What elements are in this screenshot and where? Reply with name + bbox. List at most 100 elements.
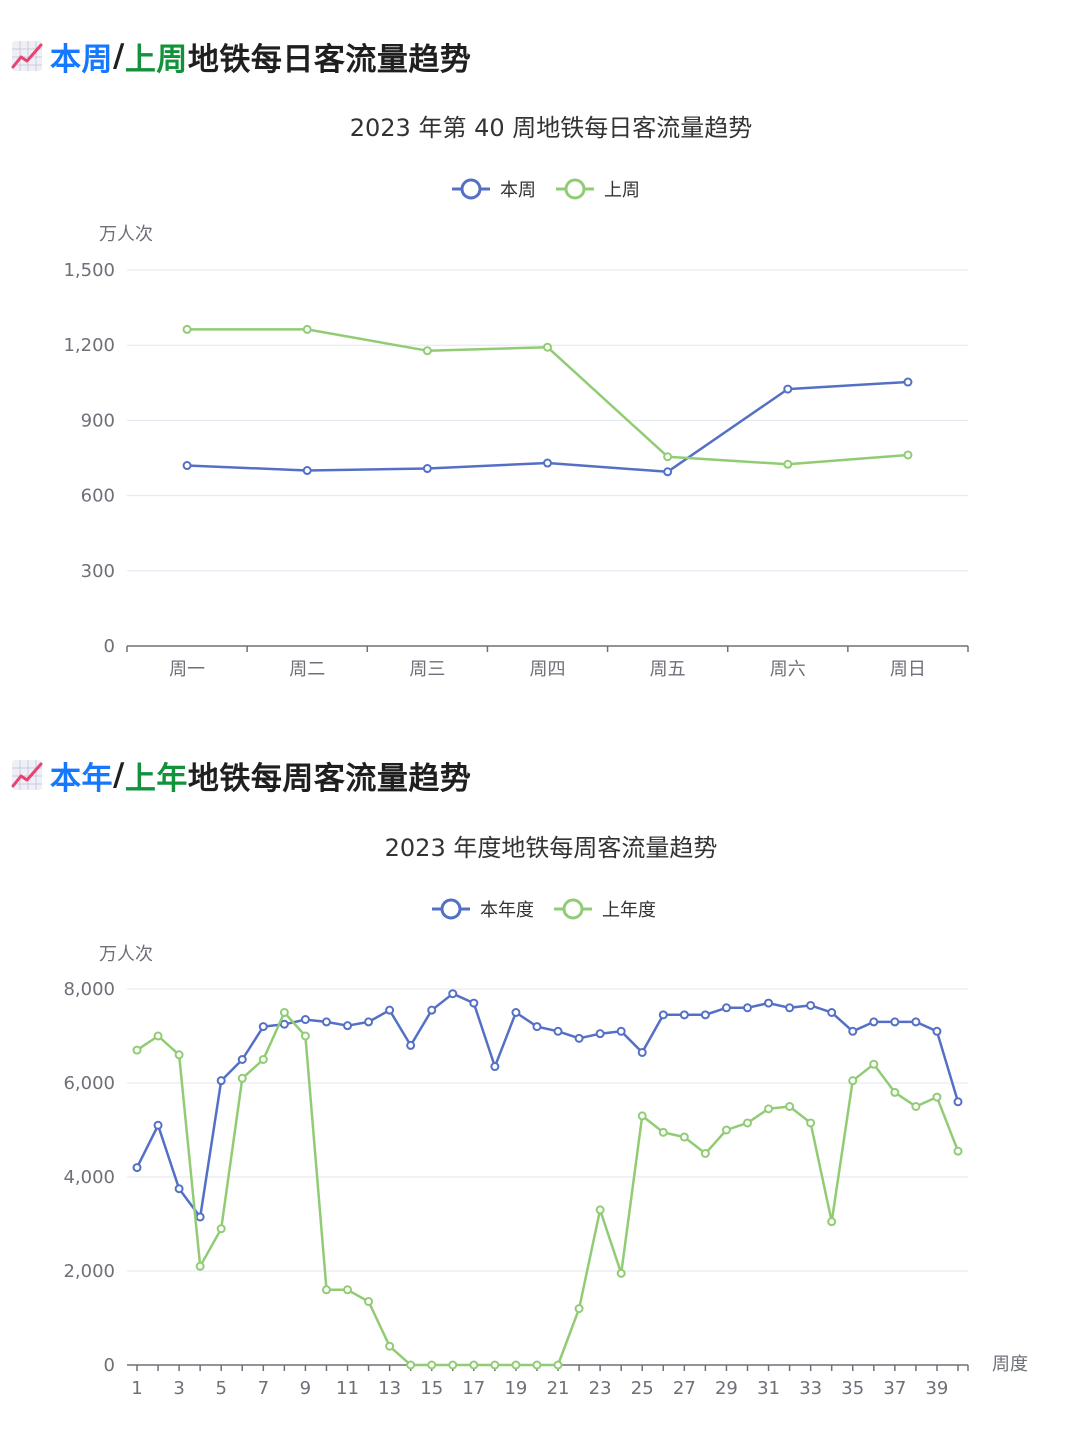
data-point — [595, 1205, 605, 1215]
y-tick-label: 0 — [104, 1355, 115, 1376]
y-tick-label: 4,000 — [63, 1167, 115, 1188]
data-point — [742, 1118, 752, 1128]
data-point — [195, 1212, 205, 1222]
data-point — [448, 989, 458, 999]
heading-text: 地铁每日客流量趋势 — [187, 41, 472, 78]
data-point — [385, 1341, 395, 1351]
data-point — [469, 998, 479, 1008]
data-point — [953, 1097, 963, 1107]
data-point — [663, 452, 673, 462]
data-point — [448, 1360, 458, 1370]
data-point — [174, 1184, 184, 1194]
data-point — [406, 1040, 416, 1050]
data-point — [216, 1224, 226, 1234]
y-tick-label: 900 — [81, 410, 115, 431]
data-point — [911, 1017, 921, 1027]
data-point — [721, 1125, 731, 1135]
data-point — [302, 324, 312, 334]
x-tick-label: 周日 — [890, 659, 926, 680]
data-point — [783, 384, 793, 394]
y-tick-label: 1,200 — [63, 335, 115, 356]
y-tick-label: 2,000 — [63, 1261, 115, 1282]
data-point — [890, 1087, 900, 1097]
y-tick-label: 600 — [81, 486, 115, 507]
x-tick-label: 13 — [378, 1378, 401, 1399]
data-point — [553, 1360, 563, 1370]
series-line — [187, 380, 908, 474]
x-tick-label: 17 — [462, 1378, 485, 1399]
data-point — [182, 324, 192, 334]
legend-label: 本年度 — [480, 900, 534, 921]
data-point — [637, 1111, 647, 1121]
series-1 — [182, 377, 913, 477]
x-tick-label: 周三 — [409, 659, 445, 680]
data-point — [343, 1021, 353, 1031]
data-point — [903, 377, 913, 387]
heading-last-year: 上年 — [124, 760, 188, 797]
x-tick-label: 1 — [131, 1378, 142, 1399]
data-point — [679, 1010, 689, 1020]
data-point — [764, 998, 774, 1008]
data-point — [321, 1017, 331, 1027]
x-tick-label: 周六 — [770, 659, 806, 680]
legend-label: 上周 — [604, 180, 640, 201]
y-tick-label: 0 — [104, 636, 115, 657]
x-tick-label: 5 — [215, 1378, 226, 1399]
data-point — [658, 1127, 668, 1137]
data-point — [903, 450, 913, 460]
data-point — [679, 1132, 689, 1142]
data-point — [237, 1055, 247, 1064]
data-point — [890, 1017, 900, 1027]
data-point — [700, 1010, 710, 1020]
data-point — [174, 1050, 184, 1060]
chart-increasing-icon — [11, 41, 43, 71]
heading-text: 地铁每周客流量趋势 — [187, 760, 472, 797]
legend: 本年度 上年度 — [432, 898, 656, 921]
legend-marker — [562, 898, 584, 920]
data-point — [806, 1000, 816, 1010]
data-point — [742, 1003, 752, 1013]
data-point — [827, 1217, 837, 1227]
data-point — [216, 1076, 226, 1086]
heading-this-week: 本周 — [50, 41, 113, 78]
data-point — [279, 1019, 289, 1029]
data-point — [721, 1003, 731, 1013]
data-point — [153, 1120, 163, 1130]
x-axis-label: 周度 — [992, 1354, 1028, 1375]
legend-item: 本周 — [452, 178, 536, 201]
data-point — [427, 1360, 437, 1370]
legend-label: 本周 — [500, 180, 536, 201]
data-point — [511, 1008, 521, 1017]
data-point — [258, 1022, 268, 1032]
x-tick-label: 37 — [883, 1378, 906, 1399]
x-tick-label: 33 — [799, 1378, 822, 1399]
x-tick-label: 29 — [715, 1378, 738, 1399]
chart-increasing-icon — [11, 760, 43, 790]
data-point — [553, 1026, 563, 1036]
data-point — [616, 1026, 626, 1036]
data-point — [806, 1118, 816, 1128]
data-point — [490, 1062, 500, 1072]
x-tick-label: 31 — [757, 1378, 780, 1399]
x-tick-label: 15 — [420, 1378, 443, 1399]
x-tick-label: 3 — [173, 1378, 184, 1399]
series-2 — [182, 324, 913, 469]
data-point — [300, 1015, 310, 1025]
data-point — [132, 1163, 142, 1173]
chart-title: 2023 年度地铁每周客流量趋势 — [385, 834, 718, 862]
data-point — [237, 1073, 247, 1083]
data-point — [869, 1059, 879, 1069]
y-tick-label: 8,000 — [63, 979, 115, 1000]
data-point — [616, 1268, 626, 1278]
y-tick-label: 300 — [81, 561, 115, 582]
x-tick-label: 周二 — [289, 659, 325, 680]
chart-title: 2023 年第 40 周地铁每日客流量趋势 — [350, 114, 753, 142]
data-point — [321, 1285, 331, 1295]
heading-this-year: 本年 — [50, 760, 113, 797]
data-point — [195, 1261, 205, 1271]
legend: 本周 上周 — [452, 178, 640, 201]
heading-last-week: 上周 — [124, 41, 188, 78]
section-heading-yearly: 本年 / 上年 地铁每周客流量趋势 — [10, 755, 472, 797]
data-point — [422, 464, 432, 474]
